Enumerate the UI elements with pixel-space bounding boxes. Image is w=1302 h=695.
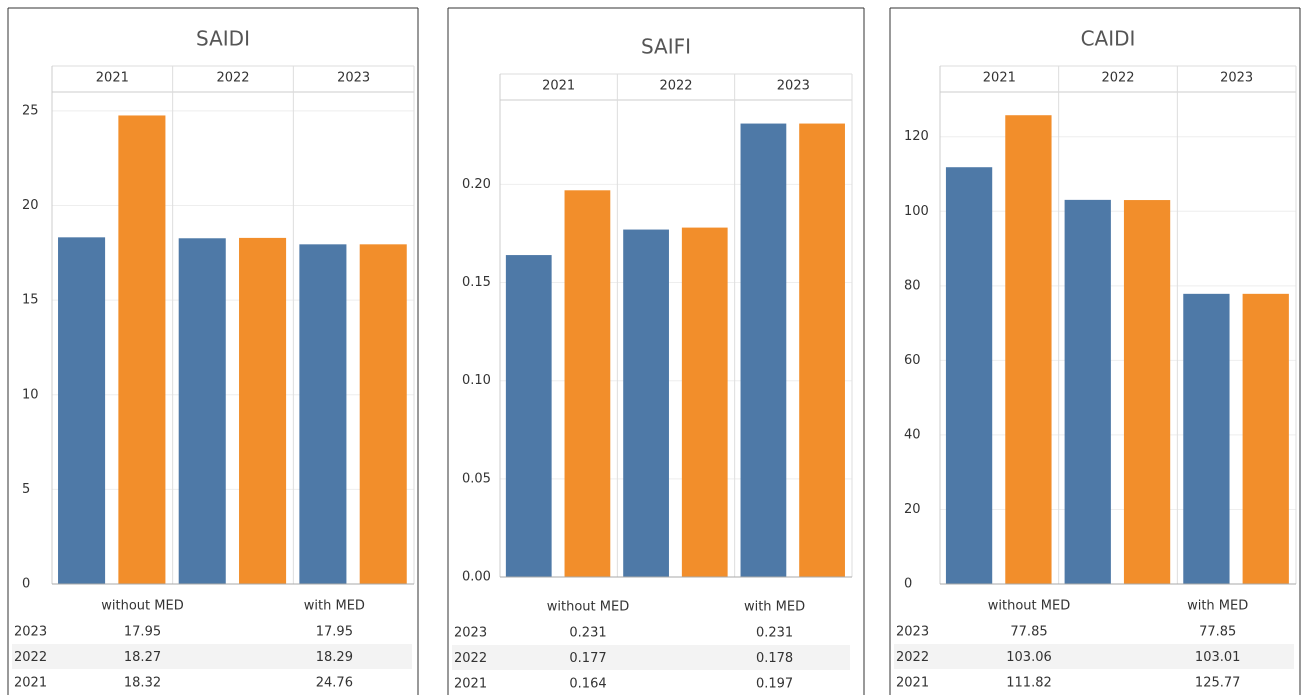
chart-title: CAIDI xyxy=(1081,27,1136,51)
bar xyxy=(118,115,166,585)
column-header: 2022 xyxy=(659,79,692,94)
y-tick-label: 0 xyxy=(22,577,30,592)
y-tick-label: 0.10 xyxy=(462,373,491,388)
bar xyxy=(299,244,347,585)
column-header: 2023 xyxy=(337,71,370,86)
table-header: with MED xyxy=(1187,599,1248,614)
row-label: 2021 xyxy=(896,676,929,691)
table-cell: 17.95 xyxy=(124,625,161,640)
table-cell: 103.01 xyxy=(1195,650,1241,665)
table-header: with MED xyxy=(304,599,365,614)
row-label: 2022 xyxy=(14,650,47,665)
bar xyxy=(505,255,552,577)
table-cell: 0.197 xyxy=(756,677,793,692)
chart-title: SAIFI xyxy=(641,35,691,59)
table-cell: 111.82 xyxy=(1006,676,1052,691)
table-cell: 125.77 xyxy=(1195,676,1241,691)
bar xyxy=(239,237,287,585)
column-header: 2023 xyxy=(1220,71,1253,86)
y-tick-label: 20 xyxy=(904,502,921,517)
column-header: 2022 xyxy=(216,71,249,86)
bar xyxy=(1123,200,1171,584)
table-cell: 0.231 xyxy=(569,626,606,641)
row-label: 2023 xyxy=(454,626,487,641)
chart-title: SAIDI xyxy=(196,27,250,51)
row-band xyxy=(12,644,412,669)
row-label: 2021 xyxy=(454,677,487,692)
table-cell: 24.76 xyxy=(316,676,353,691)
table-cell: 18.29 xyxy=(316,650,353,665)
y-tick-label: 0.00 xyxy=(462,570,491,585)
bar xyxy=(740,123,787,578)
table-cell: 18.32 xyxy=(124,676,161,691)
column-header: 2021 xyxy=(542,79,575,94)
table-header: without MED xyxy=(101,599,183,614)
column-header: 2021 xyxy=(983,71,1016,86)
y-tick-label: 40 xyxy=(904,427,921,442)
bar xyxy=(1005,115,1052,584)
bar xyxy=(564,190,611,577)
table-cell: 0.177 xyxy=(569,651,606,666)
bar xyxy=(681,227,728,577)
y-tick-label: 5 xyxy=(22,482,30,497)
row-label: 2021 xyxy=(14,676,47,691)
y-tick-label: 10 xyxy=(22,387,39,402)
row-label: 2023 xyxy=(14,625,47,640)
y-tick-label: 100 xyxy=(904,204,929,219)
table-header: without MED xyxy=(547,600,629,615)
row-band xyxy=(452,645,850,670)
table-cell: 0.178 xyxy=(756,651,793,666)
row-label: 2022 xyxy=(896,650,929,665)
column-header: 2022 xyxy=(1101,71,1134,86)
bar xyxy=(58,237,106,584)
row-label: 2022 xyxy=(454,651,487,666)
table-header: with MED xyxy=(744,600,805,615)
bar xyxy=(1064,199,1111,584)
table-cell: 77.85 xyxy=(1199,625,1236,640)
y-tick-label: 120 xyxy=(904,129,929,144)
bar xyxy=(623,229,669,578)
y-tick-label: 25 xyxy=(22,103,39,118)
bar xyxy=(945,167,993,584)
bar xyxy=(799,123,845,578)
table-cell: 0.231 xyxy=(756,626,793,641)
bar xyxy=(1242,293,1289,584)
y-tick-label: 0 xyxy=(904,577,912,592)
y-tick-label: 80 xyxy=(904,278,921,293)
bar xyxy=(178,238,226,584)
bar xyxy=(1183,293,1230,584)
table-cell: 77.85 xyxy=(1010,625,1047,640)
bar xyxy=(359,244,407,585)
y-tick-label: 0.05 xyxy=(462,471,491,486)
y-tick-label: 0.20 xyxy=(462,177,491,192)
table-cell: 17.95 xyxy=(316,625,353,640)
y-tick-label: 60 xyxy=(904,353,921,368)
y-tick-label: 0.15 xyxy=(462,275,491,290)
table-cell: 103.06 xyxy=(1006,650,1052,665)
row-label: 2023 xyxy=(896,625,929,640)
table-cell: 18.27 xyxy=(124,650,161,665)
column-header: 2023 xyxy=(777,79,810,94)
y-tick-label: 15 xyxy=(22,293,39,308)
y-tick-label: 20 xyxy=(22,198,39,213)
table-cell: 0.164 xyxy=(569,677,606,692)
column-header: 2021 xyxy=(96,71,129,86)
table-header: without MED xyxy=(988,599,1070,614)
row-band xyxy=(894,644,1294,669)
